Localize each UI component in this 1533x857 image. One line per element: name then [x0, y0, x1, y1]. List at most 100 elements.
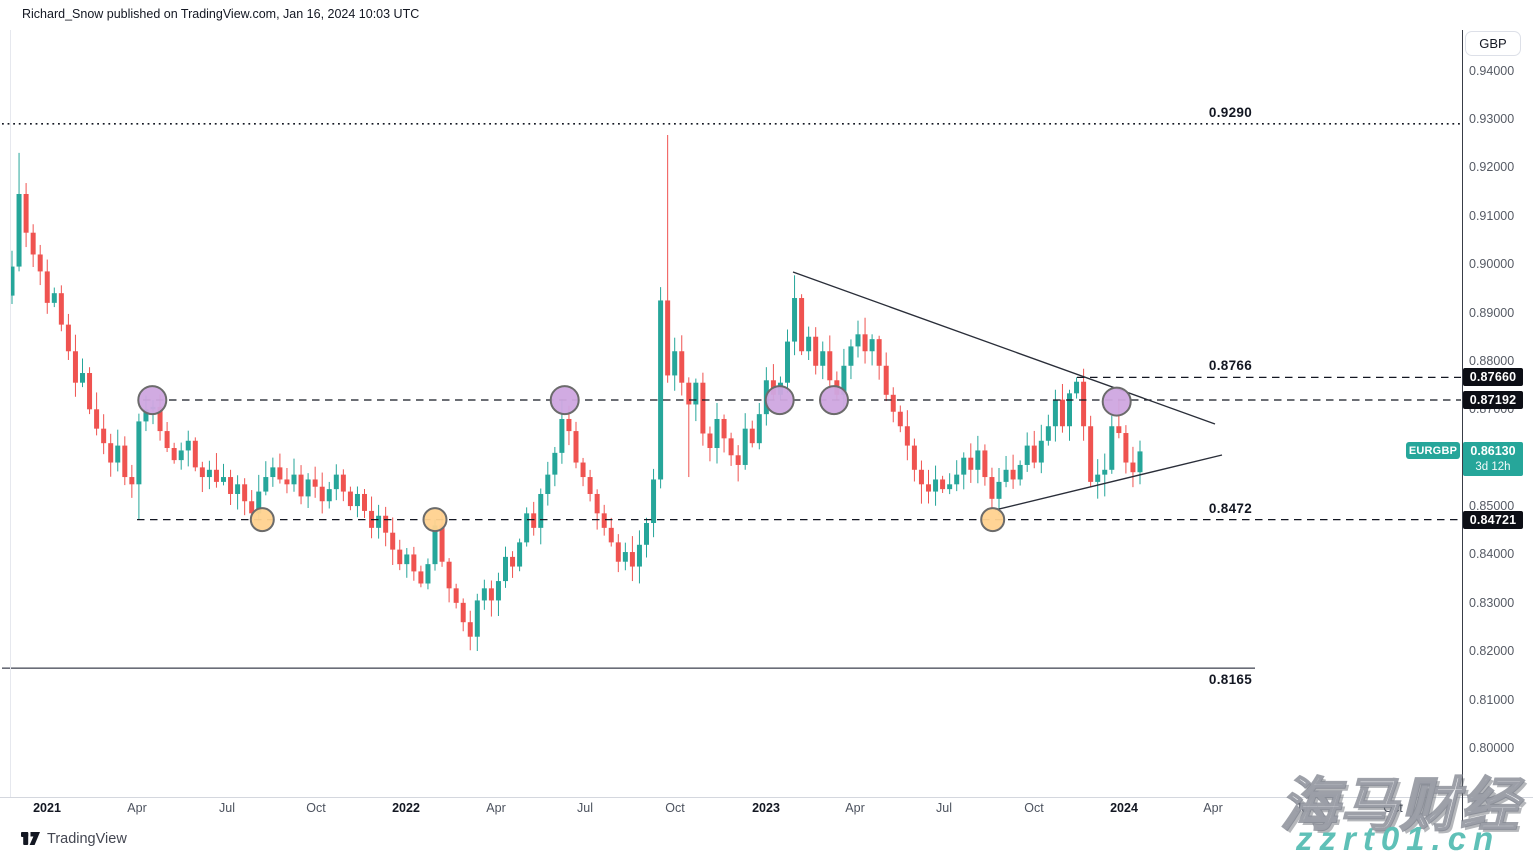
candle	[545, 461, 551, 506]
plot-left-border	[10, 30, 11, 797]
candle	[10, 250, 15, 304]
candle	[1003, 455, 1009, 488]
axis-price-tag-pivot: 0.87192	[1463, 391, 1523, 410]
candle	[122, 436, 128, 486]
candle	[206, 460, 212, 490]
candle	[326, 481, 332, 509]
time-axis-tick: Apr	[845, 801, 865, 815]
candle	[460, 598, 466, 632]
candle	[418, 565, 424, 588]
candle	[362, 489, 367, 518]
last-price-value: 0.86130	[1470, 444, 1516, 459]
candle	[481, 579, 487, 610]
ellipse-drawing-purple[interactable]	[819, 385, 849, 416]
candle	[728, 432, 734, 466]
price-axis-tick: 0.89000	[1469, 305, 1515, 320]
ellipse-drawing-orange[interactable]	[980, 507, 1006, 533]
candle	[862, 317, 868, 364]
candle	[354, 486, 360, 518]
candle	[982, 444, 988, 486]
candle	[425, 558, 431, 590]
ellipse-drawing-orange[interactable]	[422, 507, 448, 533]
candle	[1095, 459, 1101, 499]
candle	[792, 275, 798, 356]
candle	[65, 313, 71, 360]
time-axis-tick: Apr	[127, 801, 147, 815]
candle	[904, 410, 910, 461]
candle	[221, 463, 226, 486]
candle	[58, 285, 64, 332]
candle	[199, 461, 205, 493]
candle	[312, 466, 318, 498]
price-axis-tick: 0.88000	[1469, 353, 1515, 368]
price-axis-tick: 0.91000	[1469, 208, 1515, 223]
candle	[228, 469, 234, 505]
candle	[333, 464, 339, 501]
tradingview-logo[interactable]: TradingView	[21, 830, 127, 847]
candle	[270, 457, 276, 487]
time-axis-tick: Apr	[1203, 801, 1223, 815]
candle	[996, 468, 1002, 516]
symbol-tag: EURGBP	[1406, 442, 1460, 460]
candle	[263, 461, 269, 496]
time-axis-tick: 2023	[752, 801, 780, 815]
candle	[580, 457, 586, 487]
candle	[397, 539, 403, 571]
candle	[785, 329, 790, 393]
candle	[1123, 425, 1129, 474]
candle	[679, 335, 685, 396]
candle	[340, 469, 346, 502]
candle	[30, 224, 36, 267]
ellipse-drawing-orange[interactable]	[249, 507, 275, 533]
ellipse-drawing-purple[interactable]	[764, 385, 795, 416]
candle	[933, 465, 939, 506]
candle	[629, 536, 635, 582]
candle	[538, 488, 544, 545]
candle	[467, 610, 473, 651]
candle	[636, 530, 642, 584]
time-axis-tick: Oct	[665, 801, 685, 815]
candle	[975, 435, 981, 484]
time-axis-tick: Oct	[1024, 801, 1044, 815]
candle	[926, 469, 931, 504]
price-axis-tick: 0.81000	[1469, 692, 1515, 707]
candle	[37, 244, 43, 286]
candle	[665, 134, 671, 383]
candle	[495, 572, 501, 616]
axis-price-tag-support: 0.84721	[1463, 510, 1523, 529]
ellipse-drawing-purple[interactable]	[1101, 386, 1132, 417]
candle	[1102, 453, 1108, 497]
time-axis-tick: Jul	[577, 801, 593, 815]
candle	[594, 489, 600, 530]
trendline-ascending-support[interactable]	[994, 454, 1223, 511]
time-axis-tick: Apr	[486, 801, 506, 815]
candle	[16, 152, 22, 272]
price-axis-tick: 0.92000	[1469, 160, 1515, 175]
candle	[1081, 368, 1087, 441]
price-axis-tick: 0.80000	[1469, 741, 1515, 755]
last-price-tag: 0.86130 3d 12h	[1463, 442, 1523, 477]
candle	[686, 377, 692, 478]
candle	[185, 430, 191, 467]
time-axis-tick: Oct	[306, 801, 326, 815]
candle	[806, 326, 812, 361]
candle	[721, 414, 727, 453]
axis-price-tag-resistance: 0.87660	[1463, 368, 1523, 387]
time-axis-tick: 2024	[1110, 801, 1138, 815]
candle	[918, 460, 924, 504]
ellipse-drawing-purple[interactable]	[549, 385, 580, 416]
candle	[1109, 415, 1115, 474]
candle	[517, 538, 523, 572]
candle	[277, 453, 283, 484]
candle	[1031, 430, 1037, 469]
candle	[1024, 432, 1030, 472]
ellipse-drawing-purple[interactable]	[137, 385, 168, 416]
currency-toggle-button[interactable]: GBP	[1465, 31, 1521, 56]
candle	[446, 558, 452, 603]
price-axis-border	[1462, 30, 1463, 822]
candle	[644, 517, 649, 558]
candle	[911, 438, 917, 482]
candle	[44, 259, 50, 314]
trendline-descending-resistance[interactable]	[792, 271, 1216, 425]
